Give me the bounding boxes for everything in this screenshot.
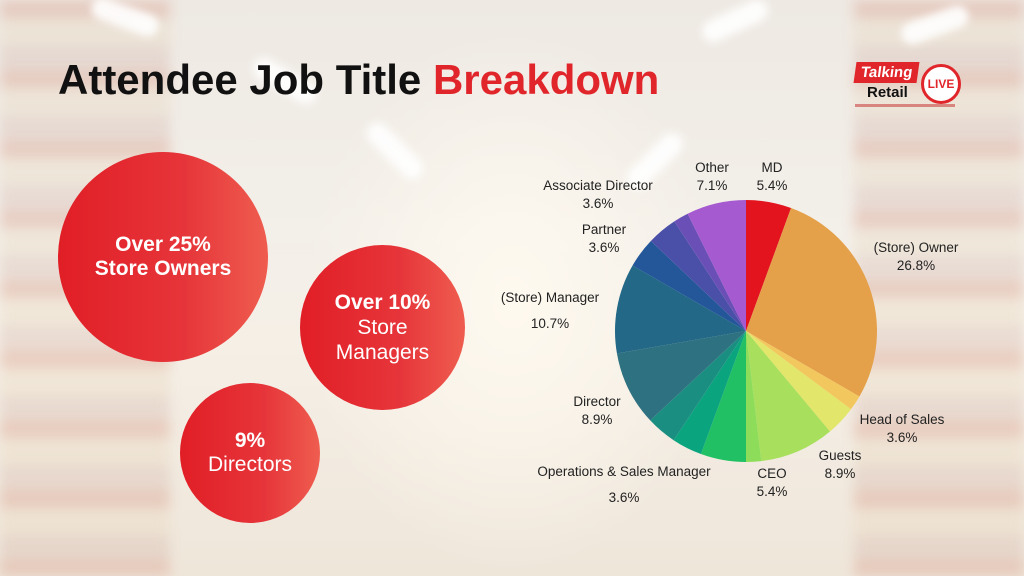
pie-slice-partner	[632, 240, 746, 331]
highlight-bubble-owners: Over 25% Store Owners	[58, 152, 268, 362]
pie-value-other: 7.1%	[697, 178, 728, 193]
logo-tagline	[855, 104, 955, 107]
pie-slice-unlabelled-5	[746, 331, 762, 462]
logo-live-badge: LIVE	[921, 64, 961, 104]
pie-slice-director	[616, 331, 746, 421]
talking-retail-live-logo: Talking Retail LIVE	[853, 62, 965, 110]
pie-value-head-of-sales: 3.6%	[887, 430, 918, 445]
pie-value-store-manager: 10.7%	[531, 316, 569, 331]
page-title: Attendee Job Title Breakdown	[58, 56, 659, 104]
logo-word-retail: Retail	[867, 84, 908, 101]
pie-slice-guests	[746, 331, 830, 462]
pie-value-ceo: 5.4%	[757, 484, 788, 499]
pie-slice-unlabelled-8	[650, 331, 746, 441]
highlight-bubble-managers: Over 10% Store Managers	[300, 245, 465, 410]
pie-slice-head-of-sales	[746, 331, 852, 432]
pie-value-associate-director: 3.6%	[583, 196, 614, 211]
pie-label-head-of-sales: Head of Sales	[860, 412, 945, 427]
pie-label-other: Other	[695, 160, 729, 175]
page-title-accent: Breakdown	[432, 56, 660, 103]
pie-label-associate-director: Associate Director	[543, 178, 653, 193]
page-title-main: Attendee Job Title	[58, 56, 422, 103]
highlight-owners-line2: Store Owners	[94, 257, 232, 280]
pie-label-director: Director	[573, 394, 621, 409]
highlight-managers-line2: Store	[357, 316, 408, 339]
pie-slice-ceo	[700, 331, 746, 462]
highlight-owners-line1: Over 25%	[115, 233, 211, 256]
pie-value-partner: 3.6%	[589, 240, 620, 255]
pie-label-store-manager: (Store) Manager	[501, 290, 600, 305]
highlight-managers-line3: Managers	[335, 341, 430, 364]
highlight-managers-line1: Over 10%	[334, 291, 431, 314]
highlight-directors-line1: 9%	[234, 429, 266, 452]
pie-value-guests: 8.9%	[825, 466, 856, 481]
pie-label-md: MD	[762, 160, 783, 175]
pie-label-operations-sales-manager: Operations & Sales Manager	[537, 464, 711, 479]
pie-label-partner: Partner	[582, 222, 627, 237]
pie-value-director: 8.9%	[582, 412, 613, 427]
pie-slice-md	[746, 200, 792, 331]
pie-label-guests: Guests	[819, 448, 862, 463]
highlight-bubble-directors: 9% Directors	[180, 383, 320, 523]
pie-label-ceo: CEO	[757, 466, 786, 481]
pie-labels: MD 5.4% (Store) Owner 26.8% Head of Sales 3.6…	[501, 160, 959, 505]
pie-label-store-owner: (Store) Owner	[874, 240, 959, 255]
pie-slice-unlabelled-13	[674, 213, 746, 331]
pie-slice-associate-director	[650, 221, 746, 331]
highlight-directors-line2: Directors	[207, 453, 292, 476]
pie-slices	[615, 200, 878, 462]
pie-value-md: 5.4%	[757, 178, 788, 193]
pie-slice-store-manager	[615, 265, 746, 354]
pie-slice-operations-sales-manager	[673, 331, 746, 455]
pie-slice-unlabelled-2	[746, 331, 860, 410]
pie-slice-other	[687, 200, 746, 331]
pie-value-store-owner: 26.8%	[897, 258, 935, 273]
pie-value-operations-sales-manager: 3.6%	[609, 490, 640, 505]
pie-slice-store-owner	[746, 207, 878, 397]
